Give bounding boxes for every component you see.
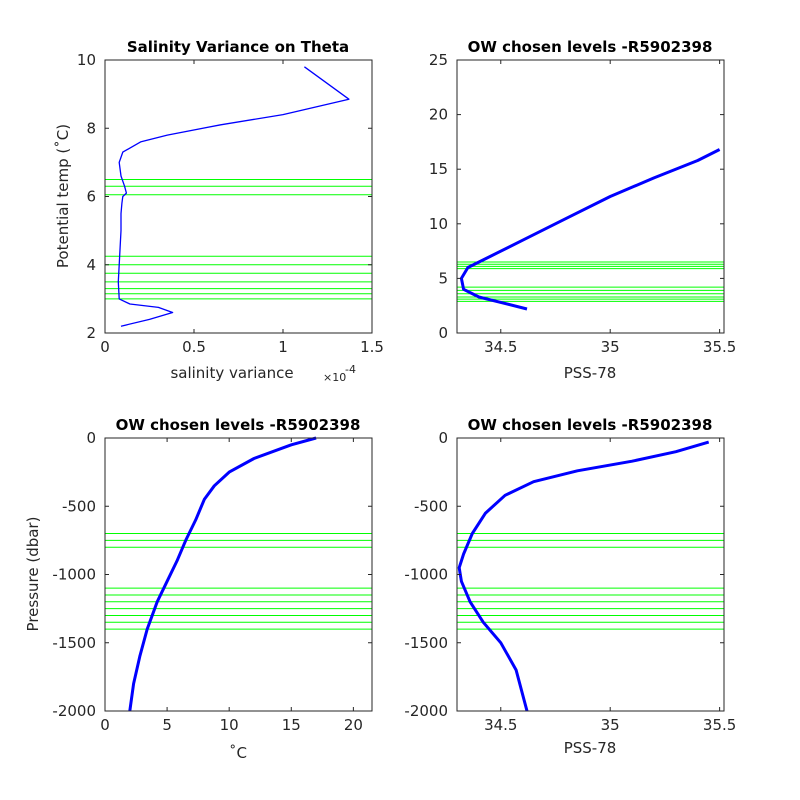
x-tick-label: 10 xyxy=(220,716,239,734)
panel-title: OW chosen levels -R5902398 xyxy=(468,416,713,434)
x-tick-label: 0 xyxy=(100,716,110,734)
x-tick-label: 0 xyxy=(100,338,110,356)
x-tick-label: 20 xyxy=(344,716,363,734)
panel-salinity-variance: Salinity Variance on Theta salinity vari… xyxy=(54,38,384,384)
y-tick-label: -500 xyxy=(62,497,96,515)
y-tick-label: -1000 xyxy=(52,566,96,584)
y-tick-label: 2 xyxy=(86,324,96,342)
panel-title: OW chosen levels -R5902398 xyxy=(468,38,713,56)
x-tick-label: 5 xyxy=(162,716,172,734)
y-tick-label: -500 xyxy=(414,497,448,515)
x-tick-label: 35.5 xyxy=(703,338,736,356)
y-tick-label: 0 xyxy=(438,429,448,447)
axes-box xyxy=(104,437,373,712)
x-tick-label: 34.5 xyxy=(484,716,517,734)
y-tick-label: -2000 xyxy=(52,702,96,720)
y-tick-label: 5 xyxy=(438,269,448,287)
profile-series-line xyxy=(117,66,350,327)
y-tick-label: 8 xyxy=(86,119,96,137)
panel-title: OW chosen levels -R5902398 xyxy=(116,416,361,434)
x-tick-label: 1.5 xyxy=(360,338,384,356)
x-tick-label: 35 xyxy=(601,716,620,734)
panel-pressure-salinity: OW chosen levels -R5902398 PSS-78 34.5 35… xyxy=(404,416,736,757)
axes-box xyxy=(104,59,373,334)
y-tick-label: 25 xyxy=(429,51,448,69)
x-axis-label: PSS-78 xyxy=(564,739,617,757)
x-tick-label: 35.5 xyxy=(703,716,736,734)
x-axis-label: salinity variance xyxy=(170,364,293,382)
panel-theta-salinity: OW chosen levels -R5902398 PSS-78 34.5 35… xyxy=(429,38,736,382)
y-tick-label: -2000 xyxy=(404,702,448,720)
y-tick-label: -1500 xyxy=(52,634,96,652)
axes-box xyxy=(456,437,725,712)
y-axis-label: Potential temp (˚C) xyxy=(54,124,72,268)
y-tick-label: 15 xyxy=(429,160,448,178)
y-tick-label: -1000 xyxy=(404,566,448,584)
x-exponent-base: ×10 xyxy=(323,371,346,384)
y-tick-label: 10 xyxy=(77,51,96,69)
axes-box xyxy=(456,59,725,334)
x-axis-label: PSS-78 xyxy=(564,364,617,382)
profile-series-line xyxy=(128,436,317,712)
y-tick-label: 0 xyxy=(438,324,448,342)
y-tick-label: -1500 xyxy=(404,634,448,652)
profile-series-line xyxy=(459,148,721,311)
x-axis-label: ˚C xyxy=(229,744,247,762)
panel-title: Salinity Variance on Theta xyxy=(127,38,349,56)
x-tick-label: 15 xyxy=(282,716,301,734)
x-tick-label: 34.5 xyxy=(484,338,517,356)
x-tick-label: 1 xyxy=(278,338,288,356)
panel-pressure-temperature: OW chosen levels -R5902398 ˚C Pressure (… xyxy=(24,416,373,762)
y-tick-label: 0 xyxy=(86,429,96,447)
y-tick-label: 6 xyxy=(86,188,96,206)
y-tick-label: 4 xyxy=(86,256,96,274)
profile-series-line xyxy=(457,440,710,712)
y-tick-label: 10 xyxy=(429,215,448,233)
x-tick-label: 35 xyxy=(601,338,620,356)
x-tick-label: 0.5 xyxy=(182,338,206,356)
y-tick-label: 20 xyxy=(429,106,448,124)
y-axis-label: Pressure (dbar) xyxy=(24,517,42,632)
x-exponent-power: -4 xyxy=(345,363,356,376)
